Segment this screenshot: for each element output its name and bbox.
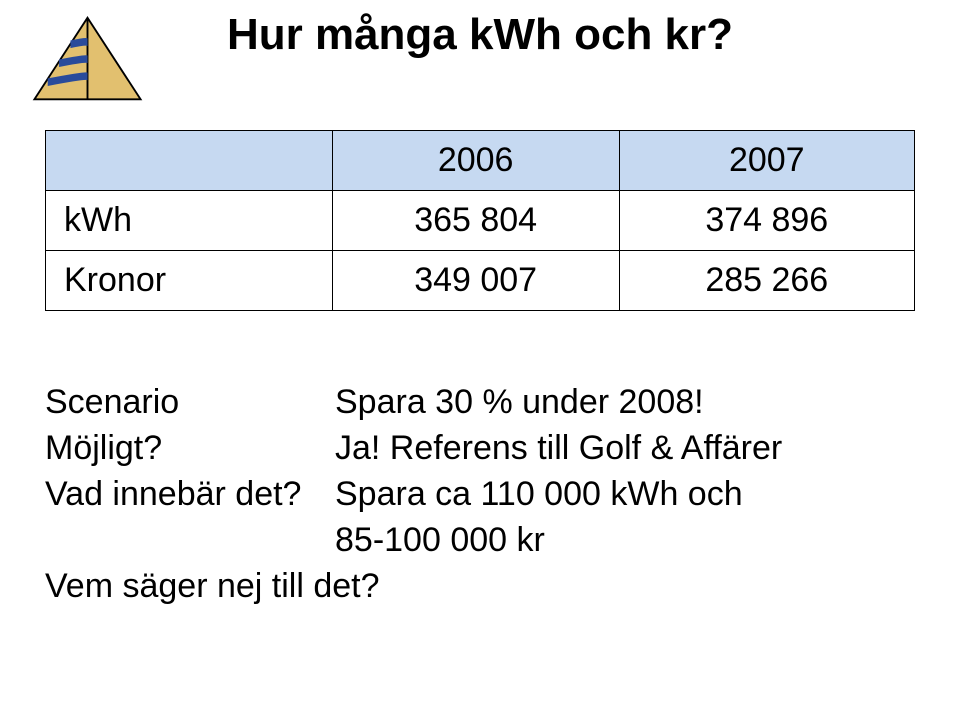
- definition-row: Vem säger nej till det?: [45, 564, 915, 610]
- col-2007: 2007: [619, 131, 914, 191]
- definition-row: Scenario Spara 30 % under 2008!: [45, 380, 915, 426]
- definition-label: Vad innebär det?: [45, 472, 335, 518]
- definition-value: Spara ca 110 000 kWh och: [335, 472, 915, 518]
- definition-row: 85-100 000 kr: [45, 518, 915, 564]
- definitions: Scenario Spara 30 % under 2008! Möjligt?…: [45, 380, 915, 609]
- table-row: Kronor 349 007 285 266: [46, 251, 915, 311]
- definition-value: Ja! Referens till Golf & Affärer: [335, 426, 915, 472]
- row-label: Kronor: [46, 251, 333, 311]
- row-label: kWh: [46, 191, 333, 251]
- cell-value: 285 266: [619, 251, 914, 311]
- definition-value: Spara 30 % under 2008!: [335, 380, 915, 426]
- definition-value: 85-100 000 kr: [335, 518, 915, 564]
- cell-value: 365 804: [332, 191, 619, 251]
- definition-row: Vad innebär det? Spara ca 110 000 kWh oc…: [45, 472, 915, 518]
- definition-row: Möjligt? Ja! Referens till Golf & Affäre…: [45, 426, 915, 472]
- definition-label: Vem säger nej till det?: [45, 564, 915, 610]
- slide: Hur många kWh och kr? 2006 2007 kWh 365 …: [0, 0, 960, 706]
- data-table: 2006 2007 kWh 365 804 374 896 Kronor 349…: [45, 130, 915, 311]
- cell-value: 374 896: [619, 191, 914, 251]
- definition-label: Möjligt?: [45, 426, 335, 472]
- table-row: kWh 365 804 374 896: [46, 191, 915, 251]
- definition-label: Scenario: [45, 380, 335, 426]
- slide-title: Hur många kWh och kr?: [0, 10, 960, 60]
- col-2006: 2006: [332, 131, 619, 191]
- definition-label: [45, 518, 335, 564]
- cell-value: 349 007: [332, 251, 619, 311]
- table-header-row: 2006 2007: [46, 131, 915, 191]
- col-blank: [46, 131, 333, 191]
